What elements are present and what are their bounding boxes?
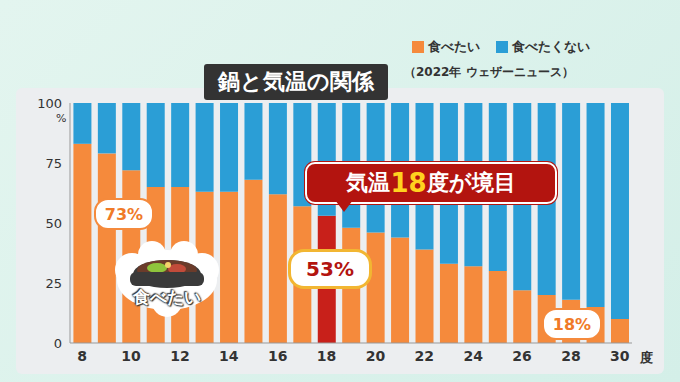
svg-text:28: 28 [561,348,580,364]
html-text:18%: 18% [552,314,592,334]
svg-text:14: 14 [219,348,239,364]
svg-text:25: 25 [45,276,62,291]
html-text:（2022年 ウェザーニュース）: （2022年 ウェザーニュース） [404,65,574,79]
svg-text:24: 24 [463,348,483,364]
html-text:食べたくない: 食べたくない [512,39,590,54]
svg-text:8: 8 [77,348,87,364]
svg-text:22: 22 [415,348,434,364]
svg-text:16: 16 [268,348,287,364]
svg-text:100: 100 [37,96,62,111]
html-text:73%: 73% [104,204,144,224]
svg-text:50: 50 [45,216,62,231]
svg-text:26: 26 [512,348,531,364]
html-text:度: 度 [640,350,653,365]
html-text:鍋と気温の関係: 鍋と気温の関係 [218,69,374,94]
html-text:気温18度が境目: 気温18度が境目 [346,168,516,198]
svg-text:0: 0 [54,336,62,351]
svg-text:75: 75 [45,156,62,171]
svg-text:12: 12 [170,348,189,364]
svg-text:18: 18 [317,348,336,364]
html-text:食べたい: 食べたい [428,39,480,54]
html-text:53%: 53% [306,257,354,281]
svg-text:30: 30 [610,348,630,364]
svg-text:10: 10 [121,348,141,364]
html-text:食べたい: 食べたい [133,286,201,307]
svg-text:20: 20 [366,348,386,364]
